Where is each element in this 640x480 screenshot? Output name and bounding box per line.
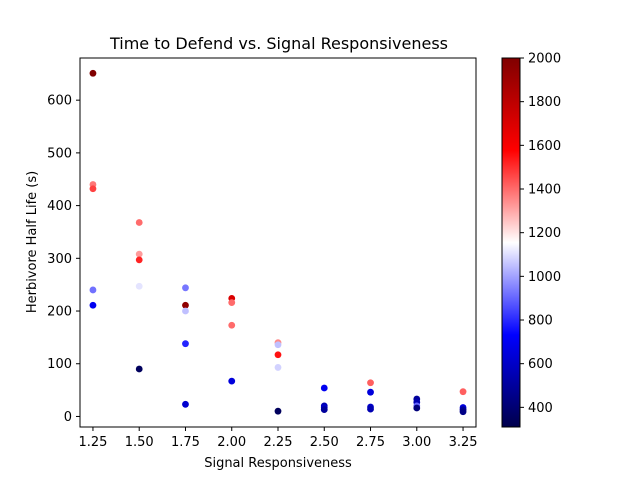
y-axis-label: Herbivore Half Life (s) (25, 171, 40, 313)
y-tick-label: 400 (47, 199, 72, 214)
data-point (320, 406, 328, 414)
colorbar-tick-label: 600 (528, 357, 553, 372)
x-tick-label: 2.25 (264, 435, 293, 450)
data-point (182, 400, 189, 408)
colorbar-tick-label: 400 (528, 401, 553, 416)
colorbar-tick-label: 1600 (528, 139, 561, 154)
data-point (135, 250, 143, 258)
data-point (274, 341, 282, 349)
data-point (320, 384, 328, 392)
y-tick-label: 0 (64, 410, 72, 425)
colorbar-tick-label: 1800 (528, 95, 561, 110)
x-axis: 1.25 1.50 1.75 2.00 2.25 2.50 2.75 3.00 3.25 (78, 427, 478, 450)
data-point (135, 365, 143, 373)
x-tick-label: 1.75 (171, 435, 200, 450)
data-point (89, 301, 97, 309)
data-point (459, 388, 467, 396)
data-point (228, 377, 236, 385)
y-tick-label: 100 (47, 357, 72, 372)
plot-area: 1.25 1.50 1.75 2.00 2.25 2.50 2.75 3.00 3.25 0 10… (47, 57, 478, 450)
colorbar-tick-label: 1400 (528, 183, 561, 198)
y-axis: 0 100 200 300 400 500 600 (47, 94, 80, 425)
x-tick-label: 3.00 (402, 435, 431, 450)
y-tick-label: 300 (47, 252, 72, 267)
data-point (182, 301, 189, 309)
x-tick-label: 2.00 (217, 435, 246, 450)
colorbar-tick-label: 2000 (528, 52, 561, 67)
data-point (367, 388, 374, 396)
colorbar-tick-label: 1000 (528, 270, 561, 285)
data-point (274, 364, 282, 371)
data-point (182, 340, 189, 348)
x-tick-label: 2.50 (310, 435, 339, 450)
data-point (228, 321, 236, 329)
data-point (274, 351, 282, 359)
data-point (89, 69, 97, 77)
x-tick-label: 1.50 (125, 435, 154, 450)
data-point (135, 256, 143, 264)
data-point (89, 286, 97, 294)
data-point (89, 185, 97, 193)
chart-title: Time to Defend vs. Signal Responsiveness (109, 34, 448, 53)
y-tick-label: 600 (47, 94, 72, 109)
colorbar-tick-label: 800 (528, 314, 553, 329)
x-tick-label: 3.25 (449, 435, 478, 450)
colorbar: 400 600 800 1000 1200 1400 1600 1800 2000 (501, 52, 561, 428)
data-point (367, 405, 374, 413)
data-point (274, 407, 282, 415)
x-tick-label: 1.25 (78, 435, 107, 450)
y-tick-label: 500 (47, 146, 72, 161)
data-point (413, 404, 421, 412)
colorbar-tick-label: 1200 (528, 226, 561, 241)
data-point (135, 282, 143, 290)
x-axis-label: Signal Responsiveness (204, 456, 352, 471)
y-tick-label: 200 (47, 305, 72, 320)
data-point (135, 219, 143, 226)
data-points (89, 69, 467, 416)
data-point (182, 284, 189, 292)
data-point (228, 299, 236, 306)
colorbar-ticks: 400 600 800 1000 1200 1400 1600 1800 2000 (520, 52, 561, 416)
data-point (182, 307, 189, 315)
colorbar-gradient (501, 57, 521, 428)
data-point (459, 408, 467, 416)
data-point (367, 379, 374, 387)
x-tick-label: 2.75 (356, 435, 385, 450)
